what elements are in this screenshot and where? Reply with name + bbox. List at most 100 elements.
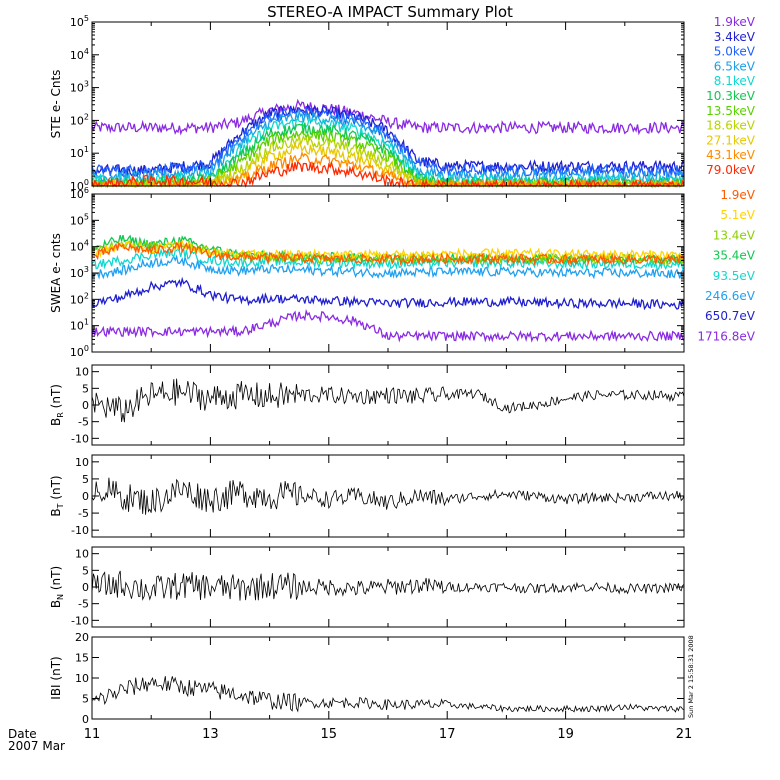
ylabel-main: B [49, 418, 63, 426]
ytick-label-swea: 103 [70, 265, 89, 280]
series-ste-3.4keV [91, 103, 685, 178]
ylabel-ste: STE e- Cnts [49, 70, 63, 139]
ytick-label-bmag: 5 [82, 693, 89, 706]
ytick-label-bn: 0 [82, 581, 89, 594]
x-axis: 11 13 15 17 19 21 [84, 727, 693, 742]
ytick-exponent: 5 [84, 14, 89, 23]
ytick-label-br: -5 [78, 416, 89, 429]
xtick-label: 13 [202, 727, 219, 742]
timestamp: Sun Mar 2 15:58:31 2008 [687, 635, 695, 718]
ytick-label-bn: 5 [82, 564, 89, 577]
ytick-label-bn: 10 [75, 548, 89, 561]
ytick-label-bt: 5 [82, 473, 89, 486]
ytick-exponent: 1 [84, 145, 89, 154]
ytick-label-bmag: 15 [75, 652, 89, 665]
ytick-exponent: 6 [84, 186, 89, 195]
series-bmag-b [91, 676, 685, 713]
series-swea-650.7eV [91, 276, 685, 311]
legend-ste-item: 8.1keV [714, 74, 756, 88]
panel-bmag: 0 5 10 15 20 IBI (nT) [49, 631, 685, 726]
series-br-b [91, 378, 685, 423]
ylabel-main: B [49, 508, 63, 516]
series-ste-1.9keV [91, 98, 685, 136]
ytick-label-ste: 101 [70, 145, 89, 160]
legend-ste-item: 10.3keV [706, 89, 756, 103]
legend-swea-item: 1.9eV [720, 188, 755, 202]
series-swea-246.6eV [91, 254, 685, 280]
ytick-label-bn: -5 [78, 598, 89, 611]
ytick-label-br: 0 [82, 399, 89, 412]
ytick-label-bmag: 0 [82, 713, 89, 726]
legend-ste-item: 5.0keV [714, 45, 756, 59]
ylabel-bn: BN (nT) [49, 566, 65, 608]
ytick-label-ste: 102 [70, 112, 89, 127]
ytick-label-bmag: 10 [75, 672, 89, 685]
ylabel-main: IBI [49, 684, 63, 699]
ytick-label-bt: 10 [75, 456, 89, 469]
legend-swea-item: 246.6eV [705, 289, 756, 303]
panel-br: -10 -5 0 5 10 BR (nT) [49, 364, 685, 446]
ytick-label-ste: 105 [70, 14, 89, 29]
ytick-label-br: 5 [82, 382, 89, 395]
ytick-label-swea: 105 [70, 212, 89, 227]
ytick-label-ste: 104 [70, 47, 89, 62]
legend-ste-item: 6.5keV [714, 59, 756, 73]
legend-ste-item: 1.9keV [714, 15, 756, 29]
ytick-label-bt: -5 [78, 507, 89, 520]
ylabel-unit: (nT) [49, 566, 63, 594]
ytick-exponent: 2 [84, 112, 89, 121]
ylabel-subscript: N [56, 594, 65, 600]
legend-ste-item: 79.0keV [706, 163, 756, 177]
ytick-exponent: 5 [84, 212, 89, 221]
series-swea-1.9eV [91, 241, 685, 267]
ytick-exponent: 2 [84, 291, 89, 300]
ytick-label-swea: 104 [70, 239, 89, 254]
legend-ste-item: 13.5keV [706, 104, 756, 118]
ylabel-unit: (nT) [49, 475, 63, 503]
ytick-exponent: 3 [84, 265, 89, 274]
ytick-label-br: 10 [75, 366, 89, 379]
legend-swea-item: 13.4eV [713, 228, 756, 242]
ytick-label-ste: 103 [70, 80, 89, 95]
plot-title: STEREO-A IMPACT Summary Plot [267, 3, 513, 21]
legend-swea-item: 93.5eV [713, 269, 756, 283]
ytick-label-swea: 106 [70, 186, 89, 201]
legend-swea-item: 35.4eV [713, 249, 756, 263]
ylabel-unit: (nT) [49, 384, 63, 412]
xtick-label: 11 [84, 727, 101, 742]
series-ste-8.1keV [91, 117, 685, 188]
ytick-exponent: 0 [84, 344, 89, 353]
legend-swea-item: 650.7eV [705, 309, 756, 323]
series-bt-b [91, 477, 685, 515]
ytick-label-br: -10 [71, 432, 89, 445]
legend-swea-item: 1716.8eV [697, 329, 755, 343]
ylabel-swea: SWEA e- cnts [49, 233, 63, 313]
series-bn-b [91, 570, 685, 601]
ytick-label-bt: -10 [71, 524, 89, 537]
ylabel-main: B [49, 600, 63, 608]
ylabel-subscript: R [56, 412, 65, 418]
panel-bn: -10 -5 0 5 10 BN (nT) [49, 546, 685, 628]
legend-ste-item: 3.4keV [714, 30, 756, 44]
ytick-exponent: 0 [84, 178, 89, 187]
frame-br [91, 364, 685, 446]
ylabel-bt: BT (nT) [49, 475, 65, 516]
date-value: 2007 Mar [8, 739, 65, 753]
ylabel-br: BR (nT) [49, 384, 65, 426]
date-label: Date [8, 727, 37, 741]
legend-ste-item: 27.1keV [706, 133, 756, 147]
ytick-exponent: 1 [84, 318, 89, 327]
xtick-label: 21 [676, 727, 693, 742]
series-swea-1716.8eV [91, 308, 685, 343]
ylabel-subscript: T [56, 503, 65, 509]
xtick-label: 17 [439, 727, 456, 742]
ylabel-bmag: IBI (nT) [49, 656, 63, 699]
ytick-label-bn: -10 [71, 614, 89, 627]
ytick-label-swea: 100 [70, 344, 89, 359]
legend-swea-item: 5.1eV [720, 208, 755, 222]
legend-ste-item: 18.6keV [706, 119, 756, 133]
series-swea-5.1eV [91, 239, 685, 262]
